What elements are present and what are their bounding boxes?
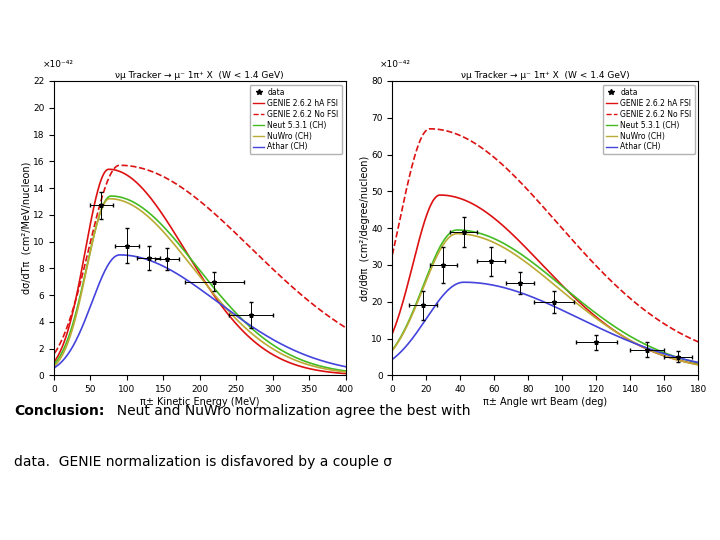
Text: 51: 51 bbox=[683, 517, 698, 528]
Text: Conclusion:: Conclusion: bbox=[14, 404, 105, 418]
Title: νμ Tracker → μ⁻ 1π⁺ X  (W < 1.4 GeV): νμ Tracker → μ⁻ 1π⁺ X (W < 1.4 GeV) bbox=[115, 71, 284, 80]
Text: Fermilab Joint Experimental-Theoretical Seminar: Fermilab Joint Experimental-Theoretical … bbox=[14, 518, 218, 527]
Y-axis label: dσ/dTπ  (cm²/MeV/nucleon): dσ/dTπ (cm²/MeV/nucleon) bbox=[22, 162, 32, 294]
Text: Results – Model Comparisons: Results – Model Comparisons bbox=[155, 24, 565, 49]
X-axis label: π± Kinetic Energy (MeV): π± Kinetic Energy (MeV) bbox=[140, 397, 259, 407]
Text: data.  GENIE normalization is disfavored by a couple σ: data. GENIE normalization is disfavored … bbox=[14, 455, 392, 469]
X-axis label: π± Angle wrt Beam (deg): π± Angle wrt Beam (deg) bbox=[483, 397, 608, 407]
Legend: data, GENIE 2.6.2 hA FSI, GENIE 2.6.2 No FSI, Neut 5.3.1 (CH), NuWro (CH), Athar: data, GENIE 2.6.2 hA FSI, GENIE 2.6.2 No… bbox=[603, 85, 695, 154]
Text: Brandon Eberly, University of Pittsburgh: Brandon Eberly, University of Pittsburgh bbox=[275, 518, 445, 527]
Text: ×10⁻⁴²: ×10⁻⁴² bbox=[380, 60, 411, 69]
Legend: data, GENIE 2.6.2 hA FSI, GENIE 2.6.2 No FSI, Neut 5.3.1 (CH), NuWro (CH), Athar: data, GENIE 2.6.2 hA FSI, GENIE 2.6.2 No… bbox=[250, 85, 342, 154]
Text: Neut and NuWro normalization agree the best with: Neut and NuWro normalization agree the b… bbox=[108, 404, 470, 418]
Text: ×10⁻⁴²: ×10⁻⁴² bbox=[42, 60, 73, 69]
Title: νμ Tracker → μ⁻ 1π⁺ X  (W < 1.4 GeV): νμ Tracker → μ⁻ 1π⁺ X (W < 1.4 GeV) bbox=[461, 71, 630, 80]
Y-axis label: dσ/dθπ  (cm²/degree/nucleon): dσ/dθπ (cm²/degree/nucleon) bbox=[360, 156, 370, 301]
